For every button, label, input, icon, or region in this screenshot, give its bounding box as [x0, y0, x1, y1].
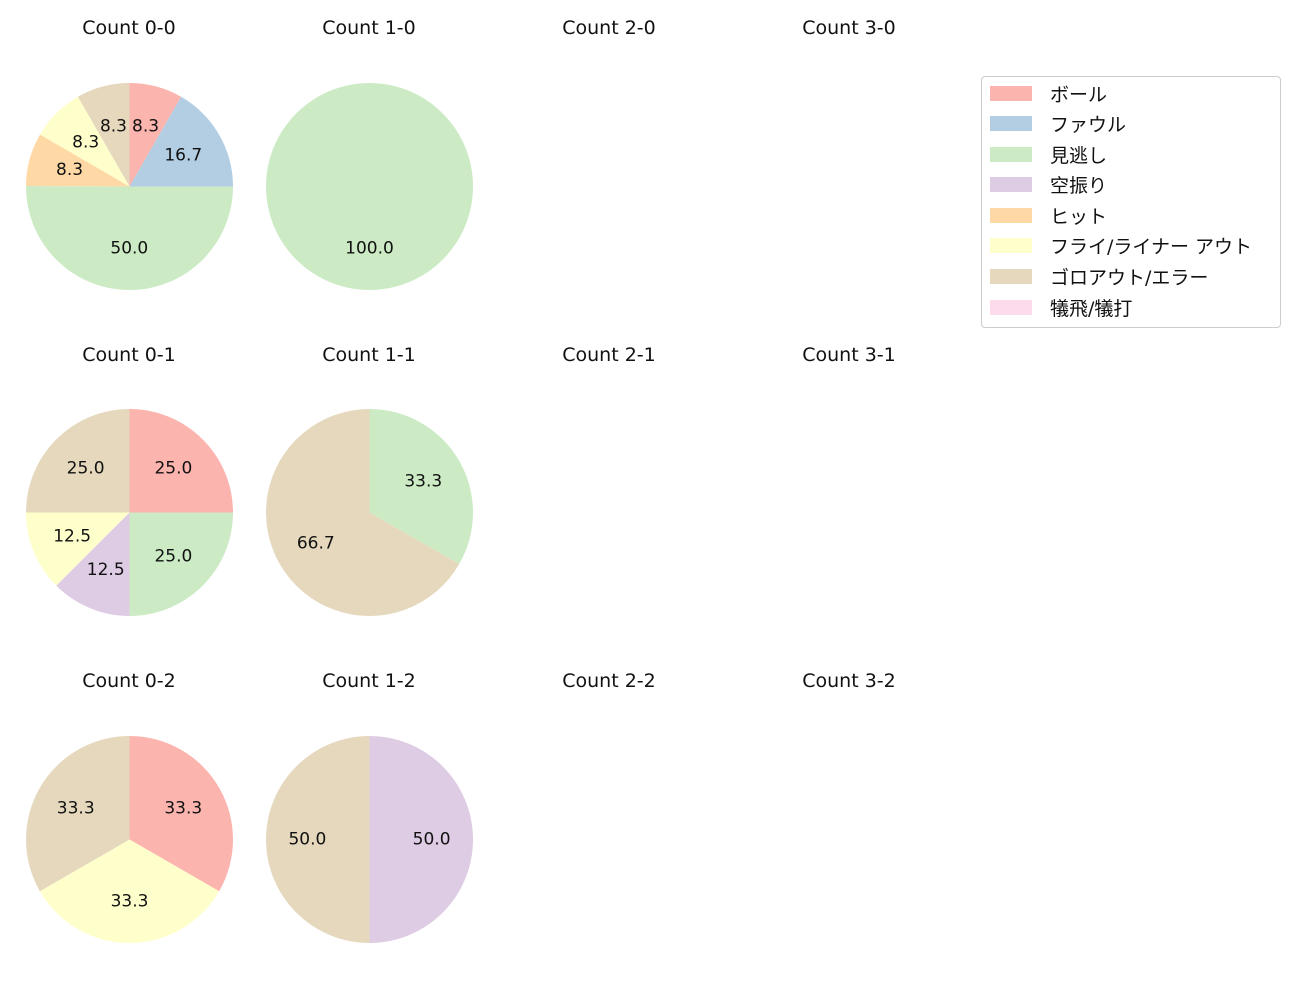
chart-title: Count 2-0	[562, 17, 656, 39]
chart-title: Count 0-1	[82, 344, 176, 366]
chart-title: Count 2-1	[562, 344, 656, 366]
legend-swatch	[990, 237, 1032, 253]
chart-title: Count 1-2	[322, 670, 416, 692]
pie-chart: 33.3 66.7	[265, 408, 473, 616]
legend-item-hit: ヒット	[990, 201, 1107, 229]
pie-slice	[129, 82, 181, 186]
pie-slice	[129, 408, 233, 512]
slice-label: 12.5	[86, 559, 124, 579]
legend-label: ボール	[1050, 83, 1108, 106]
chart-title: Count 1-1	[322, 344, 416, 366]
pie-chart: 100.0	[265, 82, 473, 290]
slice-label: 25.0	[66, 458, 104, 478]
chart-title: Count 2-2	[562, 670, 656, 692]
legend-item-foul: ファウル	[990, 109, 1126, 137]
legend-swatch	[990, 176, 1032, 192]
pie-chart: 33.3 33.3 33.3	[25, 735, 233, 943]
legend-swatch	[990, 268, 1032, 284]
slice-label: 33.3	[110, 891, 148, 911]
pie-slice	[25, 185, 233, 290]
chart-title: Count 3-0	[802, 17, 896, 39]
legend-item-ball: ボール	[990, 79, 1107, 107]
slice-label: 100.0	[345, 238, 394, 258]
pie-slice	[55, 512, 129, 616]
pie-slice	[25, 512, 129, 586]
legend-item-swinging-strike: 空振り	[990, 170, 1107, 198]
pie-slice	[129, 96, 233, 187]
slice-label: 16.7	[164, 145, 202, 165]
legend-label: フライ/ライナー アウト	[1050, 235, 1253, 258]
slice-label: 8.3	[72, 132, 99, 152]
pie-slice	[25, 408, 129, 512]
pie-slice	[265, 735, 369, 943]
slice-label: 33.3	[404, 471, 442, 491]
pie-slice	[369, 735, 473, 943]
pie-slice	[39, 839, 219, 943]
slice-label: 33.3	[56, 798, 94, 818]
chart-title: Count 3-2	[802, 670, 896, 692]
legend-label: 犠飛/犠打	[1050, 297, 1133, 320]
legend-item-called-strike: 見逃し	[990, 140, 1107, 168]
legend-swatch	[990, 115, 1032, 131]
slice-label: 50.0	[288, 829, 326, 849]
chart-title: Count 1-0	[322, 17, 416, 39]
slice-label: 33.3	[164, 798, 202, 818]
pie-slice	[369, 408, 473, 564]
pie-slice	[265, 408, 459, 616]
legend-label: ファウル	[1050, 113, 1127, 136]
pie-slice	[265, 82, 473, 290]
chart-title: Count 3-1	[802, 344, 896, 366]
legend-item-fly-out: フライ/ライナー アウト	[990, 231, 1252, 259]
slice-label: 50.0	[412, 829, 450, 849]
slice-label: 12.5	[53, 526, 91, 546]
legend-label: 空振り	[1050, 174, 1108, 197]
legend-swatch	[990, 207, 1032, 223]
slice-label: 50.0	[110, 238, 148, 258]
legend-swatch	[990, 146, 1032, 162]
legend-label: 見逃し	[1050, 144, 1108, 167]
pie-slice	[25, 735, 130, 891]
legend: ボール ファウル 見逃し 空振り ヒット フライ/ライナー アウト ゴロアウト/…	[981, 76, 1281, 328]
legend-swatch	[990, 85, 1032, 101]
pie-slice	[25, 133, 129, 186]
legend-item-sacrifice: 犠飛/犠打	[990, 293, 1132, 321]
legend-label: ゴロアウト/エラー	[1050, 266, 1209, 289]
legend-label: ヒット	[1050, 205, 1108, 228]
pie-slice	[129, 735, 233, 891]
slice-label: 8.3	[56, 160, 83, 180]
chart-title: Count 0-2	[82, 670, 176, 692]
chart-title: Count 0-0	[82, 17, 176, 39]
legend-item-ground-out: ゴロアウト/エラー	[990, 262, 1208, 290]
pie-chart: 8.316.750.08.38.38.3	[25, 82, 233, 290]
pie-chart: 50.0 50.0	[265, 735, 473, 943]
pie-chart: 25.0 25.0 12.5 12.5 25.0	[25, 408, 233, 616]
slice-label: 8.3	[99, 116, 126, 136]
legend-swatch	[990, 299, 1032, 315]
slice-label: 25.0	[154, 458, 192, 478]
pie-slice	[77, 82, 129, 186]
slice-label: 8.3	[132, 116, 159, 136]
pie-slice	[129, 512, 233, 616]
slice-label: 25.0	[154, 546, 192, 566]
slice-label: 66.7	[296, 533, 334, 553]
pie-slice	[39, 96, 129, 186]
